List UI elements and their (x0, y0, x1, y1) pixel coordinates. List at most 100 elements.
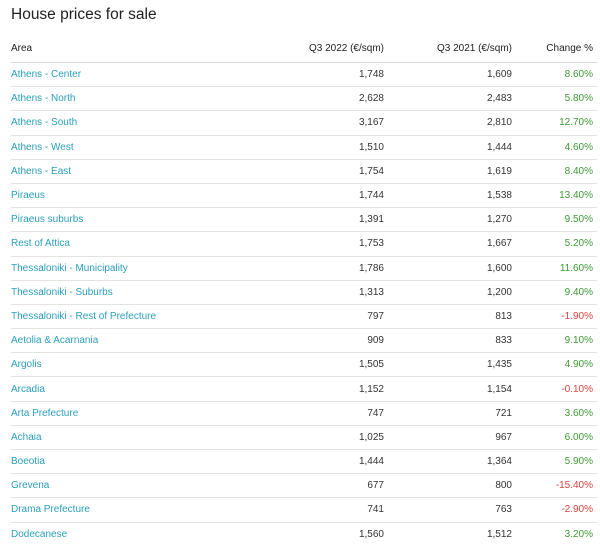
change-percent-cell: 9.10% (512, 328, 597, 354)
area-link[interactable]: Piraeus (11, 190, 45, 202)
area-cell: Arcadia (11, 376, 241, 402)
area-link[interactable]: Boeotia (11, 456, 45, 468)
q3-2022-price-cell: 1,152 (241, 376, 384, 402)
table-row: Athens - Center 1,748 1,609 8.60% (11, 62, 597, 88)
table-row: Thessaloniki - Suburbs 1,313 1,200 9.40% (11, 280, 597, 305)
q3-2022-price-cell: 1,753 (241, 231, 384, 257)
area-cell: Arta Prefecture (11, 401, 241, 426)
change-percent-cell: 6.00% (512, 425, 597, 451)
change-percent-cell: -15.40% (512, 473, 597, 499)
area-cell: Thessaloniki - Suburbs (11, 280, 241, 305)
change-percent-cell: 3.60% (512, 401, 597, 426)
q3-2022-price-cell: 1,744 (241, 183, 384, 209)
table-row: Argolis 1,505 1,435 4.90% (11, 352, 597, 378)
table-row: Boeotia 1,444 1,364 5.90% (11, 449, 597, 475)
change-percent-cell: 3.20% (564, 528, 593, 540)
area-link[interactable]: Arta Prefecture (11, 407, 79, 419)
area-link[interactable]: Grevena (11, 480, 50, 492)
q3-2022-price-cell: 1,025 (241, 425, 384, 451)
q3-2021-price-cell: 1,444 (384, 135, 512, 160)
q3-2021-price-cell: 833 (384, 328, 512, 354)
area-cell: Thessaloniki - Rest of Prefecture (11, 304, 241, 330)
q3-2021-price-cell: 1,364 (384, 449, 512, 475)
table-row: Piraeus suburbs 1,391 1,270 9.50% (11, 207, 597, 233)
area-link[interactable]: Athens - Center (11, 69, 82, 81)
q3-2022-price-cell: 741 (241, 497, 384, 523)
area-link[interactable]: Arcadia (11, 383, 45, 395)
change-percent-cell: 9.50% (512, 207, 597, 233)
q3-2022-price-cell: 747 (241, 401, 384, 426)
area-link[interactable]: Piraeus suburbs (11, 214, 84, 226)
table-row: Aetolia & Acarnania 909 833 9.10% (11, 328, 597, 354)
q3-2022-price-cell: 3,167 (241, 110, 384, 136)
table-row: Grevena 677 800 -15.40% (11, 473, 597, 499)
table-row: Dodecanese 1,560 1,512 3.20% (11, 522, 597, 546)
page-title: House prices for sale (11, 6, 157, 23)
table-row: Arta Prefecture 747 721 3.60% (11, 401, 597, 426)
q3-2021-price-cell: 1,200 (384, 280, 512, 305)
change-percent-cell: 8.40% (512, 159, 597, 184)
area-link[interactable]: Argolis (11, 359, 42, 371)
area-cell: Drama Prefecture (11, 497, 241, 523)
table-body: Athens - Center 1,748 1,609 8.60% Athens - N… (11, 62, 597, 546)
q3-2021-price-cell: 1,270 (384, 207, 512, 233)
q3-2021-price-cell: 813 (384, 304, 512, 330)
q3-2021-price-cell: 763 (384, 497, 512, 523)
area-cell: Athens - East (11, 159, 241, 184)
q3-2022-price-cell: 2,628 (241, 86, 384, 112)
q3-2022-price-cell: 1,786 (241, 256, 384, 281)
area-cell: Thessaloniki - Municipality (11, 256, 241, 281)
area-link[interactable]: Achaia (11, 431, 42, 443)
table-row: Athens - East 1,754 1,619 8.40% (11, 159, 597, 184)
table-header: Area Q3 2022 (€/sqm) Q3 2021 (€/sqm) Cha… (11, 34, 597, 63)
column-header-area: Area (11, 34, 241, 63)
area-cell: Achaia (11, 425, 241, 451)
q3-2021-price-cell: 1,609 (384, 62, 512, 88)
q3-2022-price-cell: 1,748 (241, 62, 384, 88)
area-cell: Athens - West (11, 135, 241, 160)
q3-2021-price-cell: 1,154 (384, 376, 512, 402)
table-header-row: Area Q3 2022 (€/sqm) Q3 2021 (€/sqm) Cha… (11, 34, 597, 63)
q3-2021-price-cell: 2,810 (384, 110, 512, 136)
area-cell: Piraeus suburbs (11, 207, 241, 233)
table-row: Arcadia 1,152 1,154 -0.10% (11, 376, 597, 402)
q3-2021-price-cell: 1,512 (486, 528, 512, 540)
house-prices-table: Area Q3 2022 (€/sqm) Q3 2021 (€/sqm) Cha… (11, 34, 597, 546)
area-link[interactable]: Athens - East (11, 165, 72, 177)
change-percent-cell: 9.40% (512, 280, 597, 305)
change-percent-cell: 4.60% (512, 135, 597, 160)
column-header-q3-2022: Q3 2022 (€/sqm) (241, 34, 384, 63)
area-cell: Aetolia & Acarnania (11, 328, 241, 354)
q3-2022-price-cell: 1,391 (241, 207, 384, 233)
area-cell: Dodecanese (11, 522, 241, 546)
q3-2022-price-cell: 1,560 (358, 528, 384, 540)
area-link[interactable]: Athens - South (11, 117, 78, 129)
change-percent-cell: 11.60% (512, 256, 597, 281)
area-link[interactable]: Thessaloniki - Suburbs (11, 286, 113, 298)
q3-2021-price-cell: 1,667 (384, 231, 512, 257)
change-percent-cell: -1.90% (512, 304, 597, 330)
q3-2022-price-cell: 909 (241, 328, 384, 354)
area-link[interactable]: Thessaloniki - Municipality (11, 262, 128, 274)
change-percent-cell: 12.70% (512, 110, 597, 136)
q3-2021-price-cell: 800 (384, 473, 512, 499)
table-row: Thessaloniki - Rest of Prefecture 797 813-… (11, 304, 597, 330)
area-link[interactable]: Athens - West (11, 141, 74, 153)
table-row: Rest of Attica 1,753 1,667 5.20% (11, 231, 597, 257)
q3-2022-price-cell: 1,444 (241, 449, 384, 475)
area-link[interactable]: Thessaloniki - Rest of Prefecture (11, 310, 157, 322)
area-link[interactable]: Drama Prefecture (11, 504, 90, 516)
area-link[interactable]: Athens - North (11, 93, 76, 105)
area-cell: Rest of Attica (11, 231, 241, 257)
q3-2021-price-cell: 1,435 (384, 352, 512, 378)
table-row: Athens - North 2,628 2,483 5.80% (11, 86, 597, 112)
area-link[interactable]: Rest of Attica (11, 238, 70, 250)
area-link[interactable]: Dodecanese (11, 528, 68, 540)
q3-2022-price-cell: 677 (241, 473, 384, 499)
q3-2022-price-cell: 1,510 (241, 135, 384, 160)
q3-2021-price-cell: 1,619 (384, 159, 512, 184)
q3-2021-price-cell: 1,600 (384, 256, 512, 281)
area-link[interactable]: Aetolia & Acarnania (11, 335, 99, 347)
change-percent-cell: 8.60% (512, 62, 597, 88)
